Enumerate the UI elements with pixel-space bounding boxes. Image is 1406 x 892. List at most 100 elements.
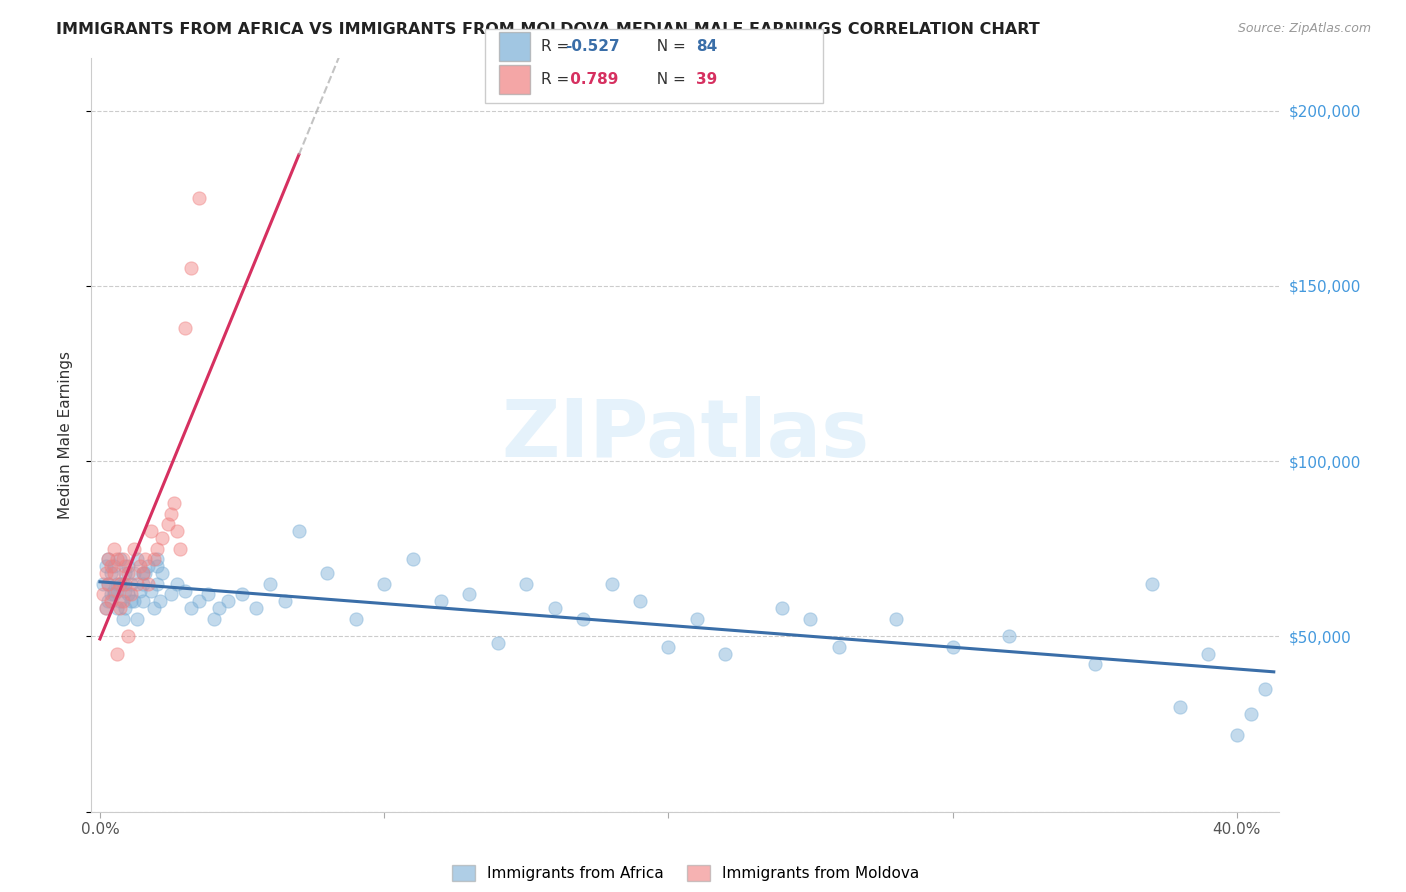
Point	[202, 612, 225, 626]
Point	[770, 601, 793, 615]
Point	[125, 612, 148, 626]
Point	[108, 601, 131, 615]
Point	[998, 629, 1021, 643]
Point	[125, 577, 148, 591]
Point	[122, 541, 145, 556]
Point	[136, 577, 159, 591]
Text: -0.527: -0.527	[565, 39, 620, 54]
Point	[100, 594, 122, 608]
Point	[231, 587, 253, 601]
Point	[105, 647, 128, 661]
Point	[401, 552, 423, 566]
Text: N =: N =	[647, 72, 690, 87]
Point	[114, 601, 136, 615]
Point	[131, 594, 153, 608]
Point	[166, 577, 188, 591]
Point	[117, 587, 139, 601]
Point	[197, 587, 219, 601]
Point	[103, 583, 125, 598]
Point	[91, 577, 114, 591]
Point	[120, 587, 142, 601]
Point	[686, 612, 709, 626]
Point	[163, 496, 186, 510]
Text: IMMIGRANTS FROM AFRICA VS IMMIGRANTS FROM MOLDOVA MEDIAN MALE EARNINGS CORRELATI: IMMIGRANTS FROM AFRICA VS IMMIGRANTS FRO…	[56, 22, 1040, 37]
Point	[208, 601, 231, 615]
Point	[136, 559, 159, 574]
Point	[117, 559, 139, 574]
Point	[1254, 681, 1277, 696]
Point	[105, 601, 128, 615]
Text: R =: R =	[541, 39, 575, 54]
Point	[103, 566, 125, 581]
Point	[657, 640, 679, 654]
Point	[134, 552, 156, 566]
Point	[100, 587, 122, 601]
Point	[1240, 706, 1263, 721]
Point	[544, 601, 567, 615]
Point	[344, 612, 367, 626]
Point	[288, 524, 311, 539]
Point	[114, 566, 136, 581]
Point	[120, 577, 142, 591]
Text: 39: 39	[696, 72, 717, 87]
Point	[884, 612, 907, 626]
Point	[157, 517, 180, 532]
Point	[97, 594, 120, 608]
Point	[145, 552, 167, 566]
Y-axis label: Median Male Earnings: Median Male Earnings	[58, 351, 73, 519]
Point	[139, 583, 162, 598]
Point	[1197, 647, 1219, 661]
Point	[117, 629, 139, 643]
Point	[169, 541, 191, 556]
Point	[122, 566, 145, 581]
Point	[180, 601, 202, 615]
Point	[160, 507, 183, 521]
Point	[273, 594, 295, 608]
Point	[145, 541, 167, 556]
Point	[572, 612, 595, 626]
Point	[125, 552, 148, 566]
Point	[94, 566, 117, 581]
Point	[160, 587, 183, 601]
Point	[94, 601, 117, 615]
Point	[128, 583, 150, 598]
Point	[600, 577, 623, 591]
Text: 84: 84	[696, 39, 717, 54]
Point	[111, 594, 134, 608]
Point	[942, 640, 965, 654]
Point	[174, 321, 197, 335]
Point	[486, 636, 509, 650]
Point	[316, 566, 339, 581]
Point	[259, 577, 281, 591]
Point	[103, 587, 125, 601]
Point	[97, 552, 120, 566]
Point	[97, 552, 120, 566]
Point	[1084, 657, 1107, 672]
Point	[131, 566, 153, 581]
Point	[152, 566, 174, 581]
Point	[117, 566, 139, 581]
Point	[114, 559, 136, 574]
Point	[628, 594, 651, 608]
Point	[108, 552, 131, 566]
Point	[1140, 577, 1163, 591]
Point	[108, 577, 131, 591]
Point	[108, 577, 131, 591]
Point	[188, 594, 211, 608]
Point	[139, 524, 162, 539]
Point	[103, 541, 125, 556]
Point	[111, 577, 134, 591]
Point	[94, 559, 117, 574]
Point	[145, 559, 167, 574]
Point	[131, 577, 153, 591]
Point	[373, 577, 395, 591]
Point	[152, 531, 174, 545]
Point	[828, 640, 851, 654]
Point	[120, 594, 142, 608]
Text: 0.789: 0.789	[565, 72, 619, 87]
Point	[111, 552, 134, 566]
Point	[105, 552, 128, 566]
Point	[97, 577, 120, 591]
Point	[91, 587, 114, 601]
Point	[111, 612, 134, 626]
